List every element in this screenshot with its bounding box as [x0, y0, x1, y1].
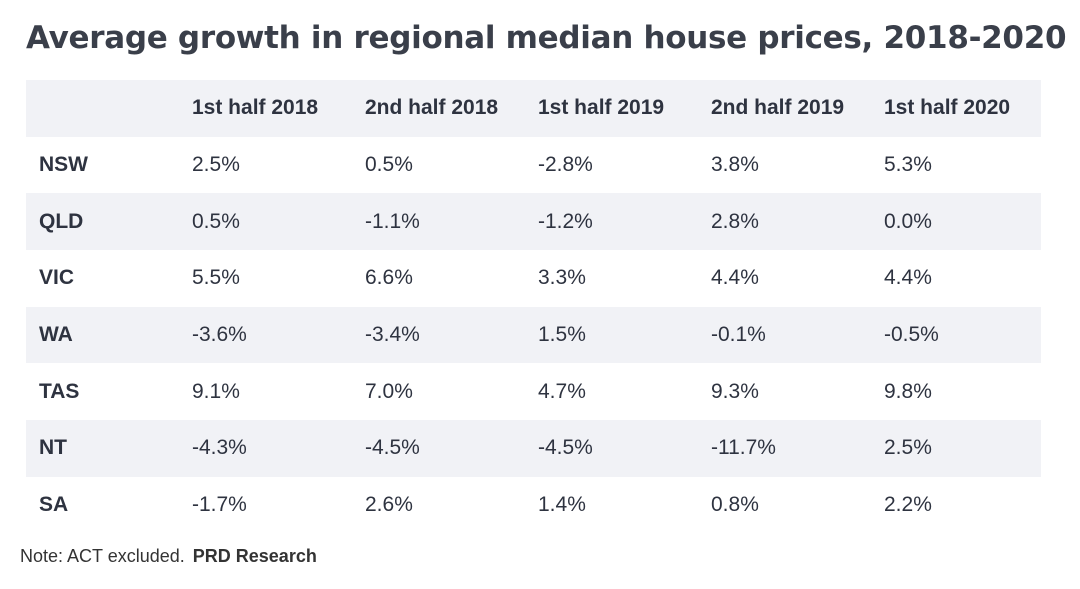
footnote-text: Note: ACT excluded. [20, 546, 185, 566]
table-cell: 2.2% [884, 493, 932, 517]
table-header-row: 1st half 2018 2nd half 2018 1st half 201… [26, 80, 1041, 137]
table-row: NSW 2.5% 0.5% -2.8% 3.8% 5.3% [26, 136, 1041, 194]
table-row: NT -4.3% -4.5% -4.5% -11.7% 2.5% [26, 420, 1041, 477]
table-cell: -2.8% [538, 153, 593, 177]
column-header: 2nd half 2018 [365, 96, 499, 120]
page-title: Average growth in regional median house … [26, 20, 1067, 56]
table-cell: 2.5% [192, 153, 240, 177]
table-cell: 9.8% [884, 379, 932, 403]
table-cell: 4.7% [538, 379, 586, 403]
table-cell: -4.5% [365, 436, 420, 460]
table-row: SA -1.7% 2.6% 1.4% 0.8% 2.2% [26, 476, 1041, 534]
table-cell: 7.0% [365, 379, 413, 403]
footnote: Note: ACT excluded. PRD Research [20, 546, 317, 567]
table-cell: 0.5% [192, 209, 240, 233]
table-cell: -4.5% [538, 436, 593, 460]
table-cell: 4.4% [884, 266, 932, 290]
table-cell: -1.1% [365, 209, 420, 233]
table-cell: 0.0% [884, 209, 932, 233]
table-cell: 5.5% [192, 266, 240, 290]
column-header [26, 80, 176, 137]
table-row: QLD 0.5% -1.1% -1.2% 2.8% 0.0% [26, 193, 1041, 251]
table-cell: 2.8% [711, 209, 759, 233]
region-label: WA [39, 323, 73, 347]
table-cell: 3.8% [711, 153, 759, 177]
table-cell: 2.5% [884, 436, 932, 460]
table-cell: -1.2% [538, 209, 593, 233]
table-row: VIC 5.5% 6.6% 3.3% 4.4% 4.4% [26, 250, 1041, 307]
growth-table: 1st half 2018 2nd half 2018 1st half 201… [26, 80, 1041, 534]
table-cell: 1.5% [538, 323, 586, 347]
region-label: NT [39, 436, 67, 460]
table-header: 1st half 2018 2nd half 2018 1st half 201… [26, 80, 1041, 137]
column-header: 1st half 2020 [884, 96, 1011, 120]
table-cell: 4.4% [711, 266, 759, 290]
table-cell: 9.3% [711, 379, 759, 403]
table-cell: 2.6% [365, 493, 413, 517]
table-cell: 9.1% [192, 379, 240, 403]
table-cell: 1.4% [538, 493, 586, 517]
table-cell: 0.8% [711, 493, 759, 517]
region-label: QLD [39, 209, 84, 233]
table-row: TAS 9.1% 7.0% 4.7% 9.3% 9.8% [26, 363, 1041, 421]
table-row: WA -3.6% -3.4% 1.5% -0.1% -0.5% [26, 306, 1041, 364]
region-label: TAS [39, 379, 80, 403]
source-label: PRD Research [192, 546, 317, 566]
column-header: 1st half 2019 [538, 96, 665, 120]
table-cell: -0.1% [711, 323, 766, 347]
table-cell: 3.3% [538, 266, 586, 290]
column-header: 2nd half 2019 [711, 96, 845, 120]
column-header: 1st half 2018 [192, 96, 319, 120]
region-label: NSW [39, 153, 88, 177]
table-cell: -11.7% [711, 436, 776, 460]
region-label: VIC [39, 266, 75, 290]
table-cell: -3.4% [365, 323, 420, 347]
table-cell: 0.5% [365, 153, 413, 177]
table-cell: 6.6% [365, 266, 413, 290]
table-cell: -3.6% [192, 323, 247, 347]
table-cell: 5.3% [884, 153, 932, 177]
table-body: NSW 2.5% 0.5% -2.8% 3.8% 5.3% QLD 0.5% -… [26, 136, 1041, 534]
table-cell: -0.5% [884, 323, 939, 347]
table-cell: -4.3% [192, 436, 247, 460]
region-label: SA [39, 493, 69, 517]
table-cell: -1.7% [192, 493, 247, 517]
